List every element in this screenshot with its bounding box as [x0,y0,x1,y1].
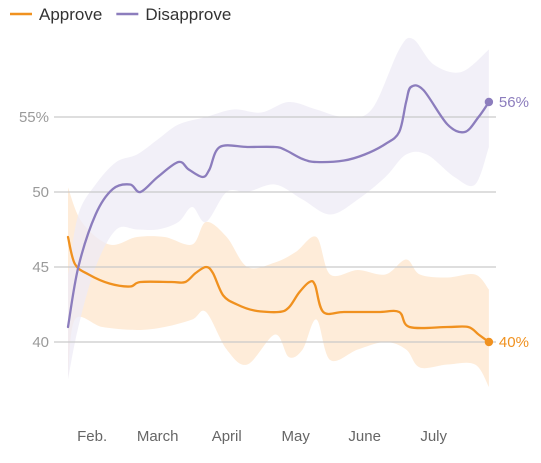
y-tick-label: 45 [32,259,49,276]
x-axis-ticks: Feb. March April May June July [77,428,447,445]
legend: Approve Disapprove [10,5,231,24]
disapprove-legend-label: Disapprove [145,5,231,24]
series-lines [66,84,491,344]
end-markers: 40% 56% [484,94,529,351]
gridlines [54,116,496,343]
x-tick-label: June [348,428,381,445]
approve-end-label: 40% [499,334,529,351]
approve-line [66,235,491,344]
approve-confidence-band [68,187,489,387]
y-tick-label: 55% [19,109,49,126]
x-tick-label: April [212,428,242,445]
y-axis-ticks: 40 45 50 55% [19,109,49,351]
disapprove-end-label: 56% [499,94,529,111]
x-tick-label: May [282,428,311,445]
y-tick-label: 50 [32,184,49,201]
approve-legend-label: Approve [39,5,102,24]
y-tick-label: 40 [32,334,49,351]
disapprove-confidence-band [68,37,489,380]
x-tick-label: July [420,428,447,445]
x-tick-label: Feb. [77,428,107,445]
confidence-bands [68,37,489,387]
x-tick-label: March [137,428,179,445]
disapprove-line [66,84,491,329]
approve-end-point [484,337,494,347]
disapprove-end-point [484,97,494,107]
